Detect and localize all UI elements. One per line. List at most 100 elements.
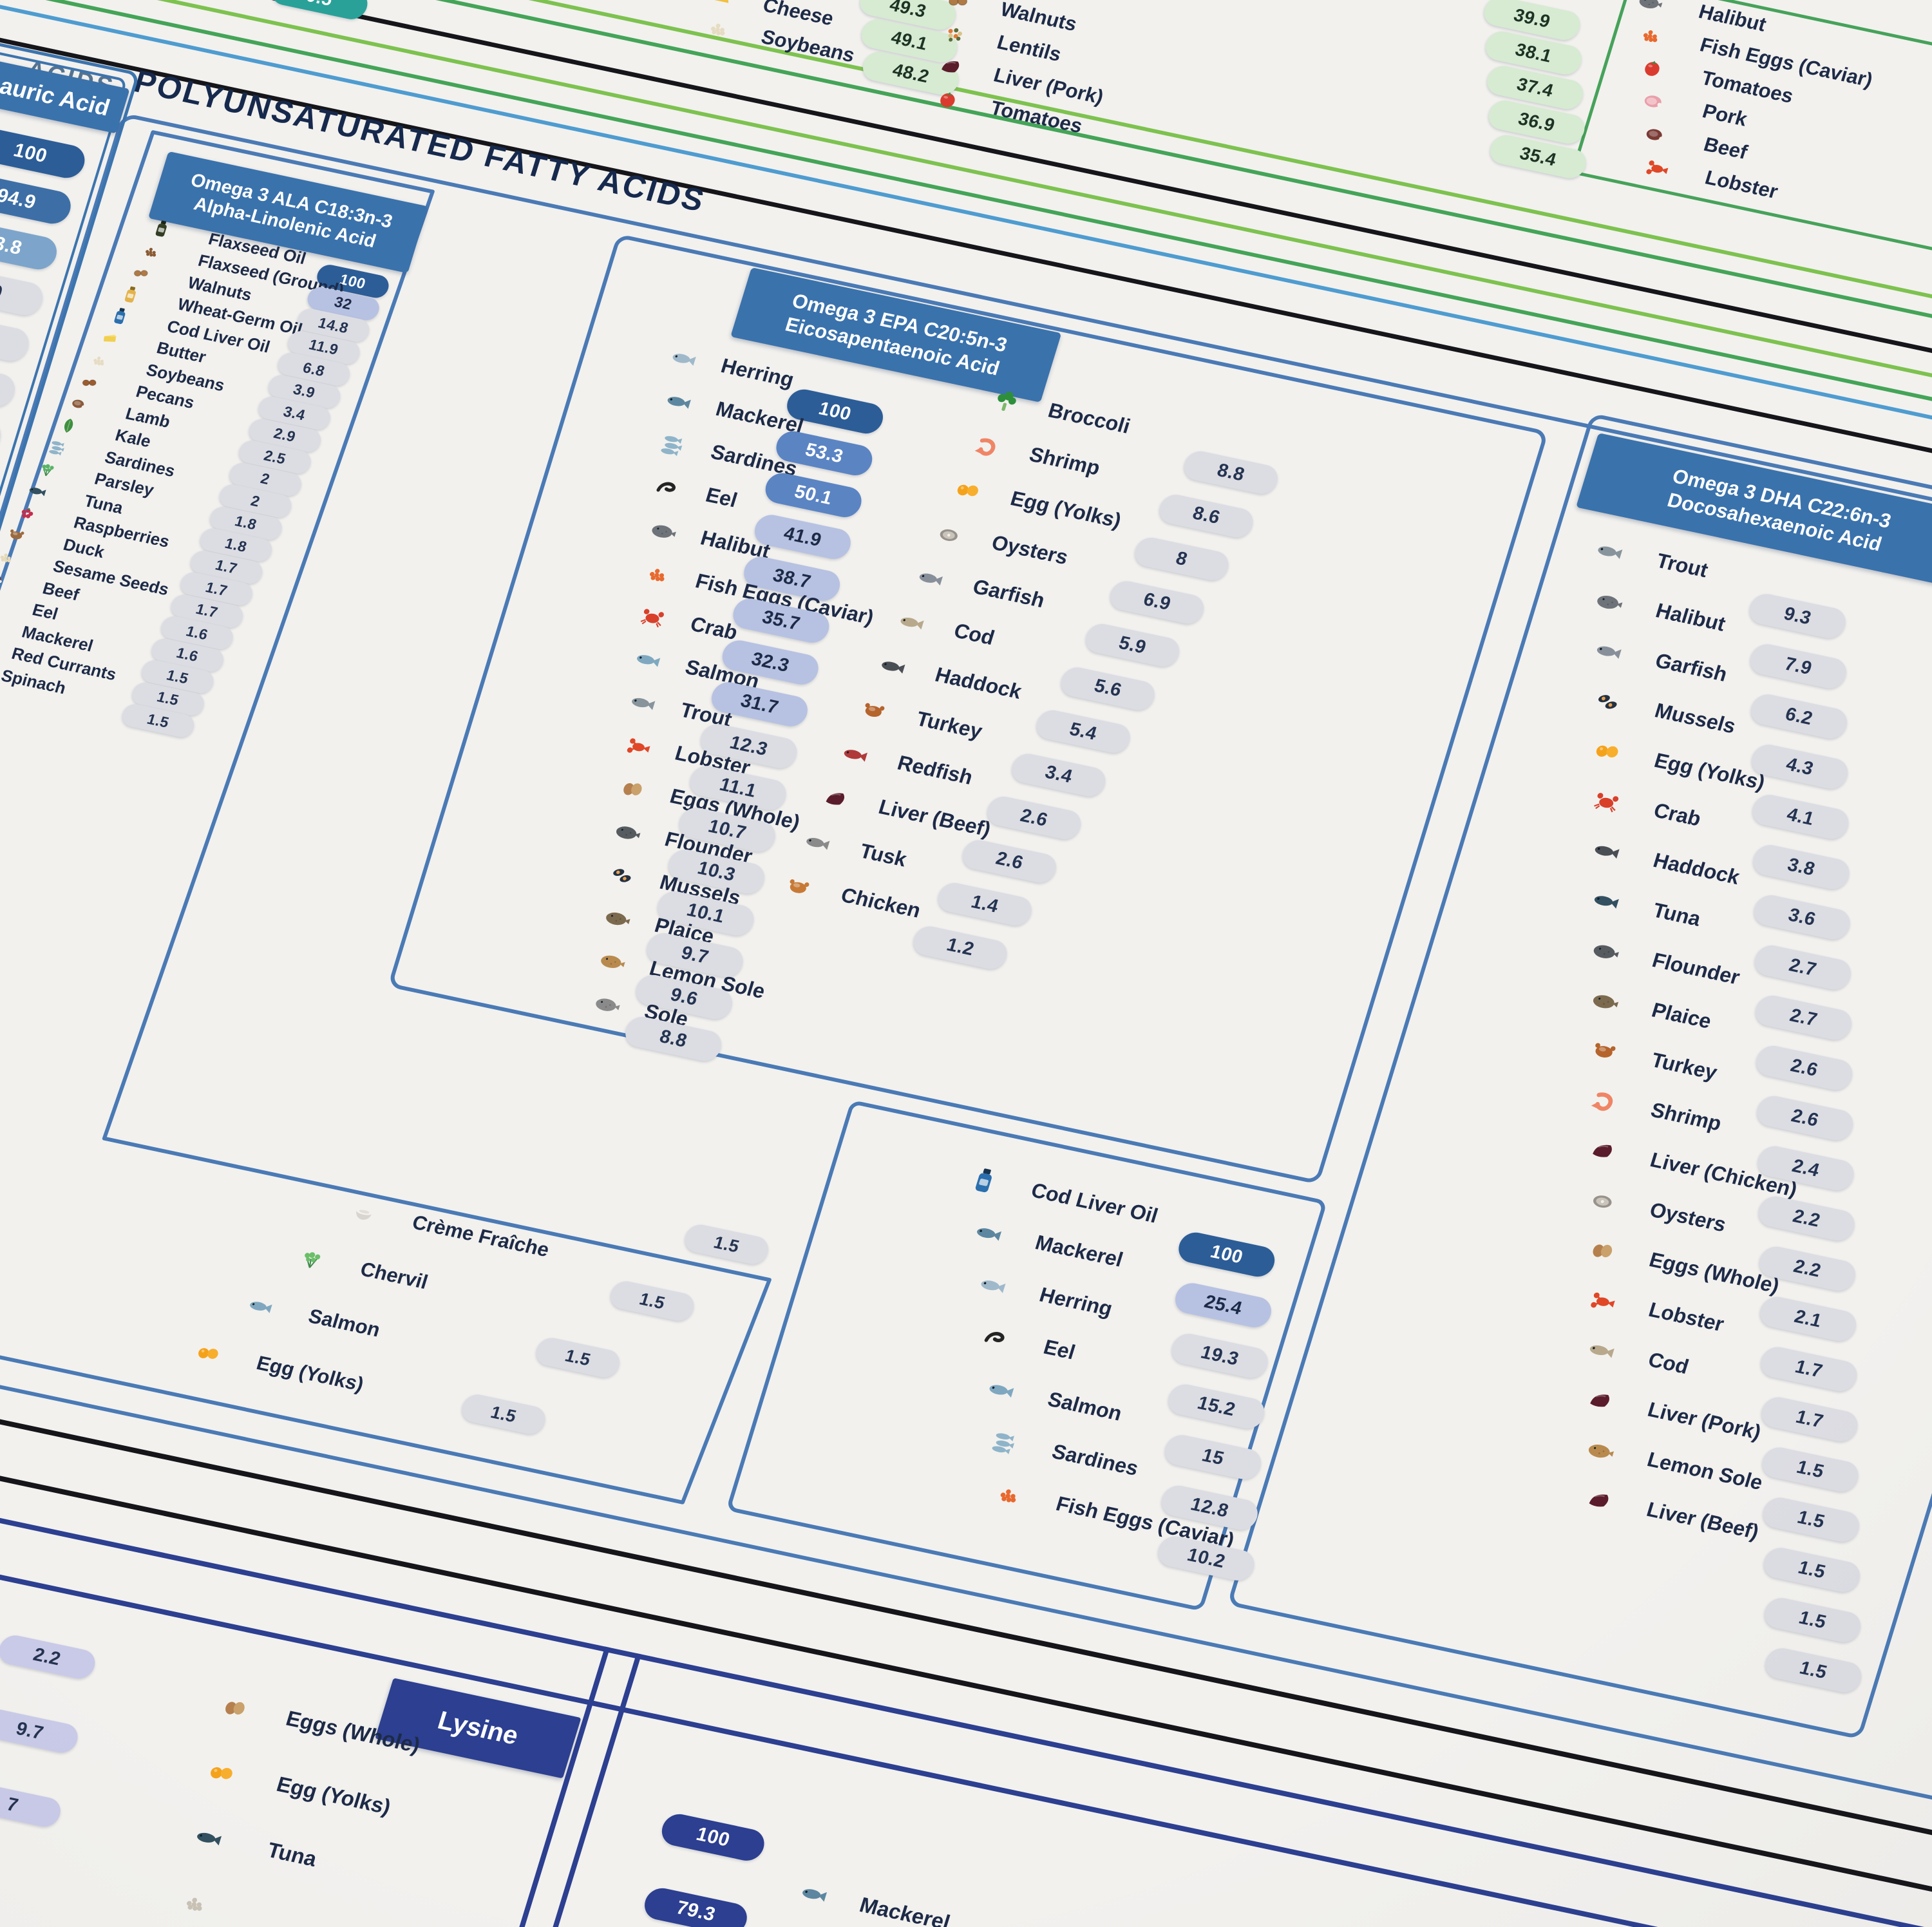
raspberries-icon bbox=[15, 501, 39, 524]
liver-icon bbox=[1583, 1383, 1619, 1416]
eel-icon bbox=[979, 1321, 1015, 1354]
mussels-icon bbox=[605, 859, 639, 890]
tuna-icon bbox=[191, 1821, 227, 1854]
chicken-icon bbox=[781, 871, 815, 902]
sardines-icon bbox=[46, 436, 70, 459]
wheat-germ-oil-icon bbox=[118, 283, 143, 305]
halibut-icon bbox=[1634, 0, 1667, 16]
crab-icon bbox=[1589, 784, 1625, 817]
pecans-icon bbox=[77, 370, 101, 393]
soybeans-label: Soybeans bbox=[759, 25, 858, 67]
cod-icon bbox=[1584, 1333, 1620, 1366]
eggs-whole-icon bbox=[615, 773, 649, 804]
trout-icon bbox=[625, 687, 659, 718]
turkey-icon bbox=[857, 694, 891, 726]
haddock-icon bbox=[1588, 834, 1624, 867]
tomatoes-icon bbox=[932, 84, 965, 114]
egg-yolks-icon bbox=[951, 474, 985, 506]
value-79-3-value-pill: 79.3 bbox=[640, 1885, 751, 1927]
eel-icon bbox=[651, 471, 685, 503]
salmon-icon bbox=[244, 1291, 277, 1321]
partial-value-pill: 0.5 bbox=[267, 0, 372, 23]
trout-icon bbox=[1591, 535, 1627, 567]
garfish-icon bbox=[1591, 634, 1627, 667]
walnuts-icon bbox=[129, 261, 153, 284]
beef-icon bbox=[0, 567, 8, 589]
salmon-icon bbox=[630, 643, 665, 675]
lemon-sole-icon bbox=[1582, 1434, 1618, 1467]
tuna-icon bbox=[1588, 884, 1624, 917]
lentils-icon bbox=[938, 18, 971, 48]
liver-icon bbox=[819, 783, 853, 814]
egg-yolks-icon bbox=[1589, 734, 1625, 767]
tusk-icon bbox=[800, 826, 834, 858]
duck-icon bbox=[5, 523, 29, 546]
walnuts-label: Walnuts bbox=[998, 0, 1080, 35]
plaice-icon bbox=[600, 902, 634, 933]
halibut-icon bbox=[1591, 584, 1627, 617]
mackerel-icon bbox=[661, 385, 696, 417]
lobster-icon bbox=[1640, 152, 1672, 182]
flounder-icon bbox=[611, 816, 645, 848]
tomatoes-icon bbox=[1636, 53, 1669, 83]
turkey-icon bbox=[1586, 1034, 1622, 1067]
broccoli-icon bbox=[989, 386, 1023, 417]
fish-eggs-caviar-icon bbox=[991, 1477, 1027, 1510]
garfish-icon bbox=[913, 562, 947, 594]
herring-icon bbox=[974, 1269, 1010, 1302]
cod-liver-oil-icon bbox=[966, 1164, 1002, 1197]
lentils-label: Lentils bbox=[994, 30, 1065, 66]
flounder-icon bbox=[1587, 934, 1624, 967]
sole-icon bbox=[590, 988, 624, 1020]
lemon-sole-icon bbox=[595, 945, 629, 976]
lobster-icon bbox=[620, 730, 654, 761]
shrimp-icon bbox=[1586, 1084, 1622, 1117]
value-2-2-value-pill: 2.2 bbox=[0, 1633, 99, 1682]
value-9-7-value-pill: 9.7 bbox=[0, 1707, 82, 1756]
plaice-icon bbox=[1587, 984, 1623, 1017]
cheese-label: Cheese bbox=[760, 0, 837, 30]
oysters-icon bbox=[932, 518, 966, 549]
redfish-icon bbox=[838, 738, 872, 770]
mackerel-icon bbox=[971, 1217, 1007, 1249]
oysters-icon bbox=[1585, 1184, 1621, 1217]
flaxseed-oil-icon bbox=[149, 218, 174, 240]
value-7-value-pill: 7 bbox=[0, 1780, 64, 1830]
eggs-whole-icon bbox=[217, 1691, 253, 1723]
sardines-icon bbox=[656, 428, 690, 460]
pork-icon bbox=[1638, 86, 1671, 116]
haddock-icon bbox=[875, 650, 909, 682]
kale-icon bbox=[56, 414, 80, 437]
shrimp-icon bbox=[970, 430, 1004, 462]
mackerel-icon bbox=[796, 1877, 832, 1910]
cod-icon bbox=[895, 606, 929, 638]
halibut-icon bbox=[646, 515, 680, 546]
cheese-icon bbox=[704, 0, 737, 11]
liver-icon bbox=[935, 51, 968, 81]
pile-icon bbox=[177, 1886, 213, 1919]
chervil-icon bbox=[296, 1244, 328, 1275]
eggs-whole-icon bbox=[1584, 1233, 1620, 1266]
crab-icon bbox=[636, 601, 670, 632]
egg-yolks-label: Egg (Yolks) bbox=[274, 1771, 394, 1819]
creme-fraiche-icon bbox=[348, 1197, 381, 1228]
salmon-icon bbox=[983, 1373, 1019, 1406]
liver-icon bbox=[1582, 1483, 1618, 1516]
tuna-icon bbox=[25, 480, 50, 502]
fish-eggs-caviar-icon bbox=[1635, 19, 1668, 50]
walnuts-icon bbox=[942, 0, 974, 15]
mussels-icon bbox=[1590, 685, 1626, 717]
liver-icon bbox=[1586, 1134, 1622, 1166]
tuna-label: Tuna bbox=[264, 1837, 320, 1871]
egg-yolks-icon bbox=[204, 1756, 240, 1789]
fish-eggs-caviar-icon bbox=[641, 558, 675, 589]
egg-yolks-icon bbox=[192, 1338, 225, 1368]
cod-liver-oil-icon bbox=[108, 305, 133, 327]
flaxseed-icon bbox=[139, 240, 164, 262]
soybeans-icon bbox=[703, 13, 735, 43]
sesame-seeds-icon bbox=[0, 545, 19, 567]
butter-icon bbox=[97, 327, 122, 349]
value-100-value-pill: 100 bbox=[658, 1811, 768, 1864]
